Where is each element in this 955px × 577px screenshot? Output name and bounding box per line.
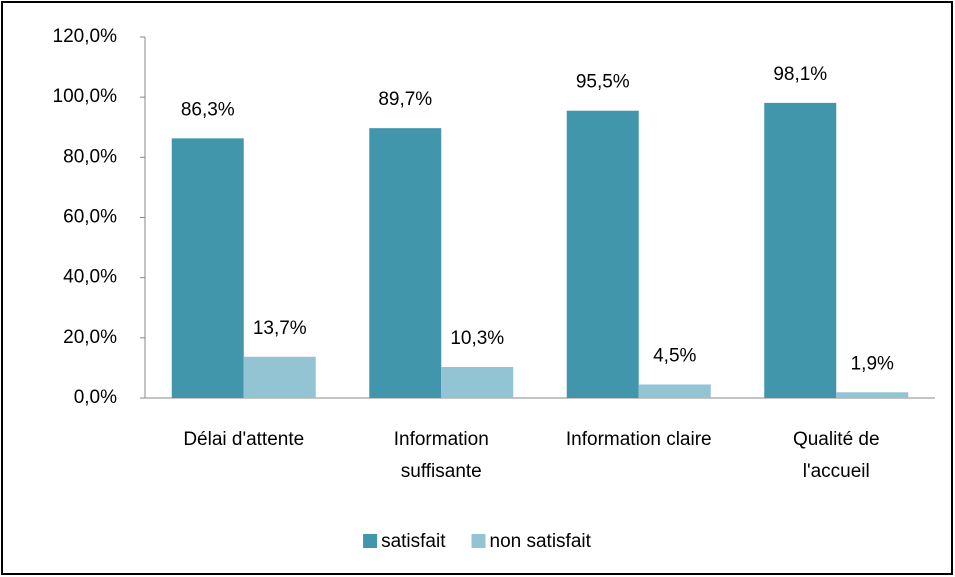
data-label: 86,3%: [181, 99, 235, 120]
y-tick-label: 0,0%: [74, 387, 117, 408]
bar: [566, 110, 639, 399]
data-label: 1,9%: [851, 353, 894, 374]
y-tick-label: 60,0%: [63, 207, 117, 228]
y-tick-label: 40,0%: [63, 267, 117, 288]
x-tick-label: Information suffisante: [393, 429, 489, 482]
legend-swatch: [363, 534, 378, 548]
y-tick-label: 80,0%: [63, 146, 117, 167]
y-tick-label: 100,0%: [53, 86, 118, 107]
bar: [836, 392, 909, 398]
bar: [764, 102, 837, 398]
legend-label: satisfait: [381, 531, 446, 552]
legend-swatch: [471, 534, 486, 548]
data-label: 95,5%: [576, 72, 630, 93]
bar: [171, 138, 244, 398]
data-label: 13,7%: [253, 318, 307, 339]
y-tick-label: 120,0%: [53, 26, 118, 47]
data-label: 89,7%: [378, 89, 432, 110]
bar: [638, 384, 711, 398]
legend-label: non satisfait: [490, 531, 592, 552]
data-label: 4,5%: [653, 345, 696, 366]
x-tick-label: Qualité de l'accueil: [792, 429, 880, 482]
x-tick-label: Information claire: [565, 429, 712, 450]
y-tick-label: 20,0%: [63, 327, 117, 348]
bar: [369, 128, 442, 398]
bar: [243, 356, 316, 398]
data-label: 98,1%: [773, 64, 827, 85]
data-label: 10,3%: [450, 328, 504, 349]
x-tick-label: Délai d'attente: [183, 429, 305, 450]
bar: [441, 367, 514, 398]
